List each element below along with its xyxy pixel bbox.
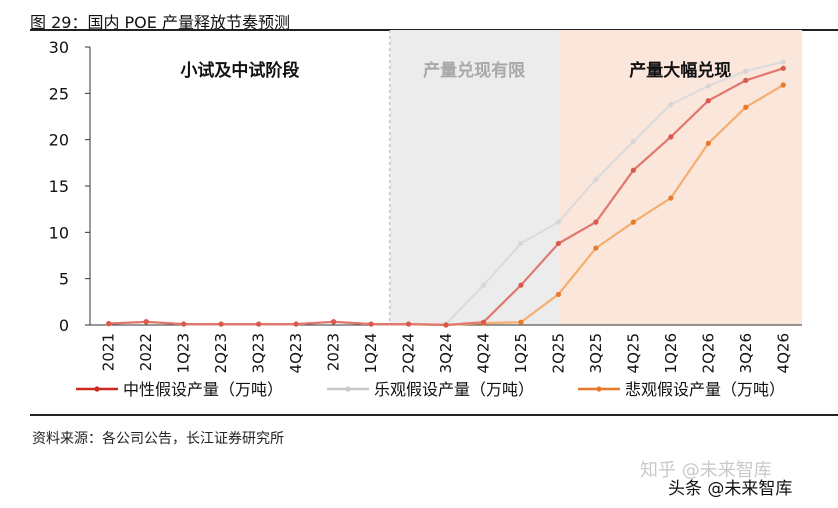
x-tick-label: 3Q25 <box>587 333 605 373</box>
x-tick-label: 4Q23 <box>287 333 305 373</box>
x-tick-label: 3Q23 <box>250 333 268 373</box>
data-point-neutral <box>293 321 299 327</box>
data-point-pessimistic <box>743 104 749 110</box>
data-point-neutral <box>668 134 674 140</box>
watermark-zhihu: 知乎 @未来智库 <box>640 460 772 481</box>
data-point-pessimistic <box>630 219 636 225</box>
x-tick-label: 2023 <box>325 333 343 371</box>
legend-marker-pessimistic <box>596 386 602 392</box>
legend-label-neutral: 中性假设产量（万吨） <box>123 380 283 399</box>
figure-header: 图 29：国内 POE 产量释放节奏预测 <box>30 6 838 32</box>
x-tick-label: 4Q24 <box>474 333 492 373</box>
y-tick-label: 30 <box>49 38 69 57</box>
data-point-pessimistic <box>518 319 524 325</box>
x-tick-label: 2Q24 <box>400 333 418 373</box>
y-tick-label: 10 <box>49 223 69 242</box>
data-point-optimistic <box>480 282 487 288</box>
data-point-optimistic <box>630 138 636 145</box>
data-point-neutral <box>780 65 786 71</box>
legend-marker-neutral <box>94 386 100 392</box>
data-point-pessimistic <box>780 82 786 88</box>
data-point-neutral <box>368 321 374 327</box>
data-point-neutral <box>330 319 337 325</box>
x-tick-label: 2Q25 <box>549 333 567 373</box>
source-note: 资料来源：各公司公告，长江证券研究所 <box>32 431 284 447</box>
data-point-neutral <box>593 219 599 225</box>
legend-label-optimistic: 乐观假设产量（万吨） <box>374 380 534 399</box>
phase-label-1: 小试及中试阶段 <box>180 60 299 81</box>
y-tick-label: 15 <box>49 177 69 196</box>
data-point-optimistic <box>705 83 711 89</box>
figure-title: 图 29：国内 POE 产量释放节奏预测 <box>30 13 290 32</box>
x-tick-label: 2Q23 <box>212 333 230 373</box>
phase-label-3: 产量大幅兑现 <box>629 60 731 81</box>
data-point-neutral <box>181 321 187 327</box>
watermark-toutiao: 头条 @未来智库 <box>668 479 793 499</box>
data-point-neutral <box>106 321 112 327</box>
data-point-neutral <box>743 77 749 83</box>
y-tick-label: 25 <box>49 84 69 103</box>
data-point-pessimistic <box>593 245 599 251</box>
data-point-optimistic <box>743 68 749 74</box>
x-tick-label: 1Q23 <box>175 333 193 373</box>
x-tick-label: 3Q24 <box>437 333 455 373</box>
x-tick-label: 1Q25 <box>512 333 530 373</box>
phase-label-2: 产量兑现有限 <box>423 60 525 81</box>
x-tick-label: 2022 <box>137 333 155 371</box>
y-tick-label: 0 <box>59 316 69 335</box>
x-tick-label: 1Q24 <box>362 333 380 373</box>
x-tick-label: 4Q25 <box>624 333 642 373</box>
x-tick-label: 4Q26 <box>774 333 792 373</box>
bottom-rule <box>30 414 838 416</box>
data-point-neutral <box>705 98 711 104</box>
data-point-neutral <box>630 167 636 173</box>
y-tick-label: 5 <box>59 270 69 289</box>
data-point-neutral <box>518 282 524 288</box>
data-point-pessimistic <box>555 291 562 298</box>
data-point-neutral <box>405 321 412 327</box>
data-point-neutral <box>256 321 262 327</box>
data-point-optimistic <box>518 240 524 247</box>
x-tick-label: 2021 <box>100 333 118 371</box>
x-tick-label: 2Q26 <box>699 333 717 373</box>
legend-marker-optimistic <box>345 386 351 392</box>
data-point-neutral <box>443 322 449 328</box>
poe-output-chart: 小试及中试阶段 产量兑现有限 产量大幅兑现 0 5 10 15 20 25 30 2021 2022 1… <box>49 30 802 399</box>
x-tick-label: 3Q26 <box>737 333 755 373</box>
x-tick-label: 1Q26 <box>662 333 680 373</box>
data-point-optimistic <box>668 101 674 108</box>
data-point-pessimistic <box>668 195 674 201</box>
data-point-neutral <box>555 240 562 247</box>
data-point-pessimistic <box>705 140 711 146</box>
y-tick-label: 20 <box>49 131 69 150</box>
data-point-neutral <box>218 321 224 327</box>
data-point-optimistic <box>555 219 562 225</box>
data-point-neutral <box>143 319 149 325</box>
legend-label-pessimistic: 悲观假设产量（万吨） <box>625 380 785 399</box>
data-point-neutral <box>480 319 487 325</box>
data-point-optimistic <box>780 59 786 65</box>
data-point-optimistic <box>593 176 599 183</box>
